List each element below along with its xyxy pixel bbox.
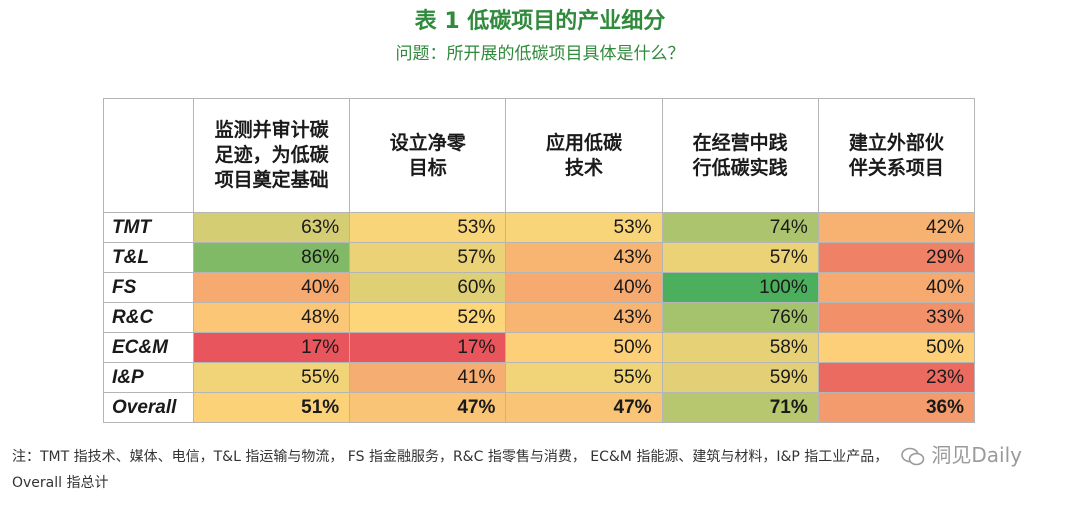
heat-cell: 76% <box>661 302 819 333</box>
column-header: 监测并审计碳 足迹，为低碳 项目奠定基础 <box>192 98 351 213</box>
heat-cell: 60% <box>349 272 507 303</box>
header-row: 监测并审计碳 足迹，为低碳 项目奠定基础 设立净零 目标 应用低碳 技术 在经营中践 行低… <box>103 98 976 213</box>
heat-cell: 17% <box>192 332 351 363</box>
wechat-icon <box>901 443 931 467</box>
heat-cell: 59% <box>661 362 819 393</box>
heat-cell: 47% <box>349 392 507 423</box>
heat-cell: 40% <box>192 272 351 303</box>
column-header: 建立外部伙 伴关系项目 <box>817 98 976 213</box>
watermark-text: 洞见Daily <box>931 443 1022 467</box>
row-label: R&C <box>103 302 194 333</box>
heat-cell: 74% <box>661 212 819 243</box>
overall-row: Overall 51% 47% 47% 71% 36% <box>103 392 976 423</box>
corner-cell <box>103 98 194 213</box>
row-label: I&P <box>103 362 194 393</box>
heat-cell: 53% <box>349 212 507 243</box>
column-header: 应用低碳 技术 <box>505 98 663 213</box>
footnote-continued: Overall 指总计 <box>12 475 109 491</box>
heat-cell: 40% <box>505 272 663 303</box>
heat-cell: 17% <box>349 332 507 363</box>
heat-cell: 50% <box>505 332 663 363</box>
watermark: 洞见Daily <box>895 441 1028 469</box>
heat-cell: 48% <box>192 302 351 333</box>
heat-cell: 33% <box>817 302 976 333</box>
footnote: 注：TMT 指技术、媒体、电信，T&L 指运输与物流， FS 指金融服务，R&C… <box>12 449 889 465</box>
heat-cell: 43% <box>505 302 663 333</box>
heat-cell: 51% <box>192 392 351 423</box>
heat-cell: 55% <box>505 362 663 393</box>
row-label: FS <box>103 272 194 303</box>
heat-cell: 47% <box>505 392 663 423</box>
heat-cell: 57% <box>349 242 507 273</box>
table-row: R&C 48% 52% 43% 76% 33% <box>103 302 976 333</box>
table-row: T&L 86% 57% 43% 57% 29% <box>103 242 976 273</box>
heat-cell: 43% <box>505 242 663 273</box>
heat-cell: 86% <box>192 242 351 273</box>
table-row: TMT 63% 53% 53% 74% 42% <box>103 212 976 243</box>
row-label: T&L <box>103 242 194 273</box>
heat-cell: 58% <box>661 332 819 363</box>
table-row: I&P 55% 41% 55% 59% 23% <box>103 362 976 393</box>
heat-cell: 52% <box>349 302 507 333</box>
table-row: FS 40% 60% 40% 100% 40% <box>103 272 976 303</box>
heat-cell: 42% <box>817 212 976 243</box>
heat-cell: 40% <box>817 272 976 303</box>
heat-cell: 41% <box>349 362 507 393</box>
heat-cell: 63% <box>192 212 351 243</box>
column-header: 设立净零 目标 <box>349 98 507 213</box>
heat-cell: 71% <box>661 392 819 423</box>
heat-cell: 55% <box>192 362 351 393</box>
heat-cell: 23% <box>817 362 976 393</box>
row-label: TMT <box>103 212 194 243</box>
heat-cell: 36% <box>817 392 976 423</box>
heatmap-table: 监测并审计碳 足迹，为低碳 项目奠定基础 设立净零 目标 应用低碳 技术 在经营中践 行低… <box>103 98 976 423</box>
row-label: EC&M <box>103 332 194 363</box>
chart-title: 表 1 低碳项目的产业细分 <box>414 9 666 34</box>
chart-subtitle: 问题：所开展的低碳项目具体是什么？ <box>395 44 685 64</box>
heat-cell: 53% <box>505 212 663 243</box>
row-label: Overall <box>103 392 194 423</box>
column-header: 在经营中践 行低碳实践 <box>661 98 819 213</box>
heat-cell: 50% <box>817 332 976 363</box>
heat-cell: 100% <box>661 272 819 303</box>
heat-cell: 29% <box>817 242 976 273</box>
table-row: EC&M 17% 17% 50% 58% 50% <box>103 332 976 363</box>
heat-cell: 57% <box>661 242 819 273</box>
